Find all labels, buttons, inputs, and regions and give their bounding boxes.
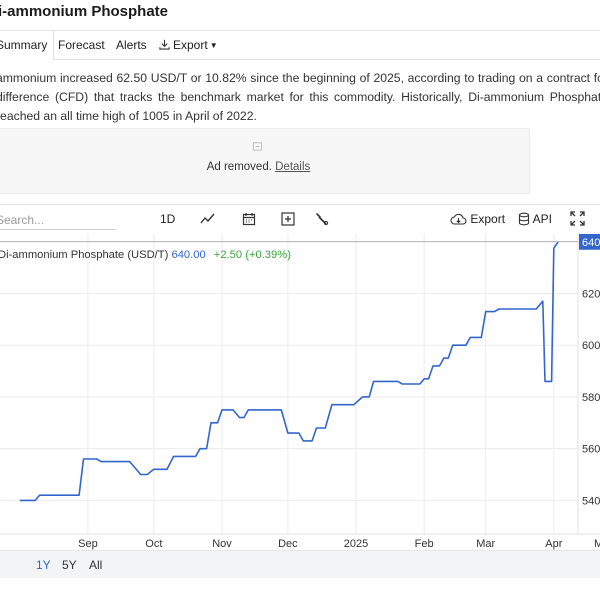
x-tick-label: Dec [278,538,298,550]
y-tick-label: 560 [582,444,600,456]
page-title: i-ammonium Phosphate [0,3,169,20]
range-5y-button[interactable]: 5Y [62,558,77,572]
ad-placeholder: Ad removed. Details [0,128,530,194]
last-price-tag-bg [579,234,600,250]
last-price-tag: 640 [0,234,600,250]
description-text: ammonium increased 62.50 USD/T or 10.82%… [0,71,600,123]
x-tick-label: 2025 [344,538,368,550]
ad-icon [252,142,263,151]
chart-grid [0,234,600,535]
x-tick-label-cut: M [594,538,600,550]
legend-series-name: Di-ammonium Phosphate (USD/T) [0,249,169,261]
api-label: API [532,212,553,226]
export-button[interactable]: Export [450,210,505,228]
x-tick-label: Oct [145,538,162,550]
y-tick-label: 620 [582,288,600,300]
chart-legend: Di-ammonium Phosphate (USD/T) 640.00 +2.… [0,249,291,261]
ad-text: Ad removed. [206,161,272,173]
tab-alerts[interactable]: Alerts [116,38,147,52]
y-axis: 540 560 580 600 620 [582,288,600,507]
y-tick-label: 540 [582,495,600,507]
export-label: Export [470,212,506,226]
interval-button[interactable]: 1D [160,212,176,226]
x-tick-label: Apr [545,538,562,550]
tab-forecast[interactable]: Forecast [58,38,105,52]
download-icon [159,39,170,50]
range-selector: 1Y 5Y All [0,550,600,578]
x-tick-label: Mar [476,538,495,550]
calendar-icon[interactable] [242,210,256,228]
legend-value: 640.00 [171,249,206,261]
search-input[interactable] [0,210,116,230]
range-1y-button[interactable]: 1Y [36,558,51,572]
x-tick-label: Nov [212,538,232,550]
y-tick-label: 580 [582,392,600,404]
plus-box-icon[interactable] [281,210,295,228]
api-button[interactable]: API [518,210,552,228]
price-series-line [19,241,559,502]
chart-toolbar: 1D Export API [0,204,600,232]
x-axis: Sep Oct Nov Dec 2025 Feb Mar Apr M [78,538,600,550]
y-tick-label: 600 [582,340,600,352]
cloud-download-icon [450,213,467,225]
ad-text-line: Ad removed. Details [0,161,517,173]
tab-export-label: Export [173,38,208,52]
legend-change: +2.50 (+0.39%) [213,249,291,261]
x-tick-label: Feb [415,538,434,550]
tab-export[interactable]: Export ▼ [159,31,218,60]
range-all-button[interactable]: All [89,558,103,572]
tab-summary[interactable]: Summary [0,31,55,60]
fullscreen-icon[interactable] [570,210,585,228]
x-tick-label: Sep [78,538,98,550]
tab-bar: Summary Forecast Alerts Export ▼ [0,30,600,60]
caret-down-icon: ▼ [209,41,218,50]
database-icon [518,212,530,226]
wrench-icon[interactable] [315,210,329,228]
price-chart: Sep Oct Nov Dec 2025 Feb Mar Apr M 540 560 580 600 6… [0,234,600,550]
line-chart-icon[interactable] [200,210,216,228]
ad-details-link[interactable]: Details [275,161,311,173]
last-price-tag-text: 640 [582,237,600,249]
